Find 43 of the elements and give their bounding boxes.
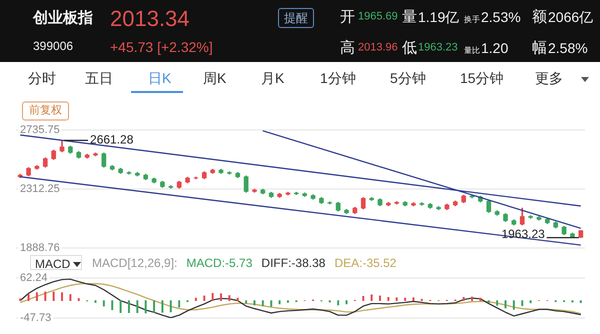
text: 2.53%: [481, 9, 521, 25]
text: 日K: [148, 70, 172, 86]
chart-title: MACD[12,26,9]:: [92, 256, 178, 270]
text: 1965.69: [358, 10, 398, 22]
text: 前复权: [22, 102, 69, 120]
text: 幅: [532, 40, 547, 56]
text: 量: [402, 8, 417, 26]
text: 2066亿: [548, 9, 594, 25]
y-tick-label: 2735.75: [20, 124, 60, 136]
text: 低: [402, 40, 417, 56]
text: 更多: [535, 70, 563, 86]
y-tick-label: -47.73: [20, 312, 52, 324]
text: 开: [340, 8, 355, 26]
text: 月K: [261, 70, 284, 86]
text: DIFF:-38.38: [261, 256, 326, 270]
text: 提醒: [278, 8, 314, 28]
text: 创业板指: [33, 10, 93, 26]
text: 2013.96: [358, 42, 398, 54]
text: 周K: [203, 70, 226, 86]
text: 2013.34: [110, 6, 190, 31]
y-tick-label: 62.24: [20, 272, 48, 284]
text: +45.73 [+2.32%]: [110, 39, 213, 55]
text: 1.19亿: [418, 9, 460, 25]
text: 1.20: [481, 40, 508, 56]
text: 高: [340, 40, 355, 56]
annotation: 2661.28: [90, 132, 134, 147]
text: 换手: [464, 15, 480, 24]
text: MACD: [35, 257, 70, 271]
y-tick-label: 2312.25: [20, 183, 60, 196]
text: DEA:-35.52: [334, 256, 396, 270]
text: 额: [532, 8, 547, 26]
text: 5分钟: [390, 70, 426, 86]
text: 399006: [33, 39, 74, 53]
text: 15分钟: [460, 70, 504, 86]
text: MACD:-5.73: [186, 256, 252, 270]
text: 量比: [464, 46, 480, 55]
y-tick-label: 1888.76: [20, 242, 60, 254]
text: 分时: [28, 70, 56, 86]
text: 2.58%: [548, 40, 588, 56]
text: 1分钟: [320, 70, 356, 86]
annotation: 1963.23: [501, 226, 546, 241]
text: 五日: [85, 70, 113, 86]
text: 1963.23: [418, 42, 458, 54]
